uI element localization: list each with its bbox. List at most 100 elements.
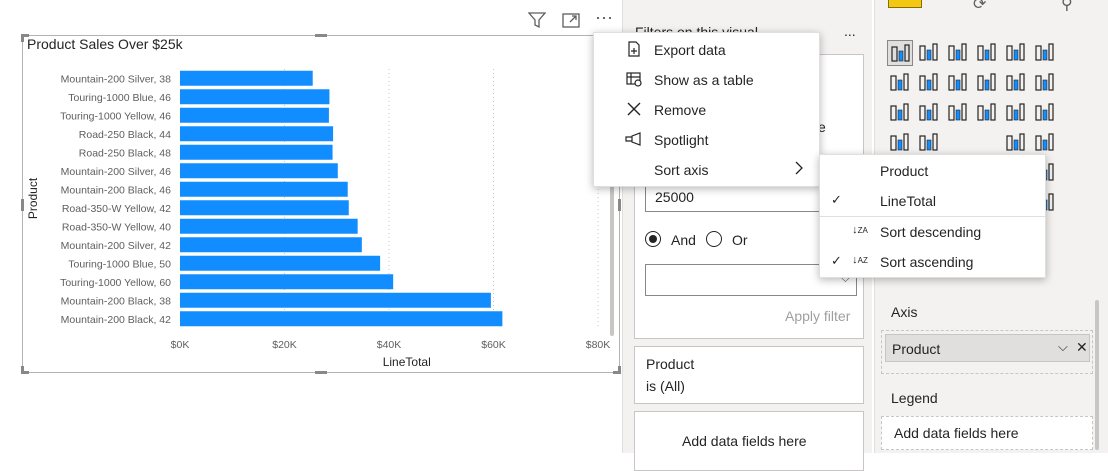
100-column-icon[interactable]	[1032, 40, 1058, 66]
bar[interactable]	[180, 144, 333, 160]
sort-by-product[interactable]: Product	[820, 156, 1045, 186]
checkmark-icon: ✓	[831, 253, 842, 268]
axis-well-label: Axis	[891, 304, 918, 320]
bar[interactable]	[180, 237, 362, 253]
kpi-icon[interactable]	[1032, 130, 1058, 156]
bar[interactable]	[180, 292, 491, 308]
chevron-down-icon: ⌵	[840, 271, 850, 285]
or-radio[interactable]	[706, 231, 722, 247]
filled-map-icon[interactable]	[916, 130, 942, 156]
legend-well-label: Legend	[891, 390, 938, 406]
bar[interactable]	[180, 200, 349, 216]
funnel-icon[interactable]	[916, 100, 942, 126]
100-bar-icon[interactable]	[1003, 40, 1029, 66]
bar[interactable]	[180, 126, 334, 142]
filter-icon[interactable]	[527, 11, 547, 32]
menu-item-sort-axis[interactable]: Sort axis	[594, 155, 819, 185]
product-filter-state: is (All)	[646, 378, 685, 394]
analytics-icon[interactable]: ⚲	[1061, 0, 1073, 13]
bar[interactable]	[180, 255, 381, 271]
menu-item-label: LineTotal	[880, 193, 937, 209]
bar[interactable]	[180, 107, 329, 123]
show-table-icon	[624, 70, 644, 90]
y-tick-label: Mountain-200 Black, 46	[61, 184, 171, 196]
visual-scrollbar[interactable]	[610, 176, 614, 336]
sort-ascending[interactable]: ✓ ↓AZ Sort ascending	[820, 247, 1045, 277]
legend-dropzone[interactable]: Add data fields here	[881, 416, 1093, 450]
clustered-column-icon[interactable]	[974, 40, 1000, 66]
filter-value-text: 25000	[655, 189, 694, 205]
sort-descending[interactable]: ↓ZA Sort descending	[820, 217, 1045, 247]
chevron-down-icon[interactable]: ⌵	[1058, 339, 1068, 354]
focus-mode-icon[interactable]	[562, 11, 580, 32]
y-tick-label: Touring-1000 Blue, 50	[68, 258, 171, 270]
axis-well-box	[881, 330, 1093, 374]
menu-item-export-data[interactable]: Export data	[594, 35, 819, 65]
product-filter-card[interactable]: Product is (All)	[634, 346, 864, 404]
y-axis-title: Product	[26, 177, 40, 219]
y-tick-label: Mountain-200 Black, 42	[61, 314, 171, 326]
legend-placeholder: Add data fields here	[894, 425, 1019, 441]
axis-field-label: Product	[892, 341, 941, 357]
bar[interactable]	[180, 311, 503, 327]
scatter-icon[interactable]	[945, 100, 971, 126]
donut-chart-icon[interactable]	[1003, 100, 1029, 126]
and-label: And	[671, 232, 696, 248]
or-label: Or	[732, 232, 748, 248]
area-chart-icon[interactable]	[916, 70, 942, 96]
y-tick-label: Mountain-200 Black, 38	[61, 295, 171, 307]
line-stacked-icon[interactable]	[1003, 70, 1029, 96]
y-tick-label: Touring-1000 Yellow, 60	[60, 277, 171, 289]
axis-field-pill[interactable]: Product ⌵ ✕	[885, 334, 1090, 362]
menu-item-label: Remove	[654, 102, 707, 118]
menu-item-label: Sort descending	[880, 224, 982, 240]
x-tick-label: $80K	[586, 339, 611, 351]
bar[interactable]	[180, 163, 338, 179]
ribbon-chart-icon[interactable]	[1032, 70, 1058, 96]
gauge-icon[interactable]	[1003, 130, 1029, 156]
remove-field-icon[interactable]: ✕	[1076, 339, 1088, 355]
viz-pane-scrollbar[interactable]	[1095, 300, 1099, 450]
sort-by-linetotal[interactable]: ✓ LineTotal	[820, 186, 1045, 216]
format-paint-icon[interactable]: ⟳	[973, 0, 987, 13]
bar[interactable]	[180, 70, 313, 86]
stacked-area-icon[interactable]	[945, 70, 971, 96]
pie-chart-icon[interactable]	[974, 100, 1000, 126]
chevron-right-icon	[793, 159, 805, 180]
waterfall-icon[interactable]	[887, 100, 913, 126]
stacked-column-icon[interactable]	[916, 40, 942, 66]
line-column-icon[interactable]	[974, 70, 1000, 96]
y-tick-label: Touring-1000 Blue, 46	[68, 92, 171, 104]
y-tick-label: Mountain-200 Silver, 46	[61, 166, 171, 178]
treemap-icon[interactable]	[1032, 100, 1058, 126]
report-view-icon[interactable]	[888, 0, 922, 8]
sort-descending-icon: ↓ZA	[852, 224, 868, 236]
map-icon[interactable]	[887, 130, 913, 156]
line-chart-icon[interactable]	[887, 70, 913, 96]
sort-axis-submenu: Product ✓ LineTotal ↓ZA Sort descending …	[819, 154, 1046, 278]
y-tick-label: Touring-1000 Yellow, 46	[60, 110, 171, 122]
menu-item-remove[interactable]: Remove	[594, 95, 819, 125]
menu-item-spotlight[interactable]: Spotlight	[594, 125, 819, 155]
bar[interactable]	[180, 218, 358, 234]
add-data-fields-dropzone[interactable]: Add data fields here	[634, 411, 864, 471]
bar[interactable]	[180, 274, 394, 290]
menu-item-label: Sort axis	[654, 162, 709, 178]
x-tick-label: $0K	[171, 339, 190, 351]
export-data-icon	[624, 40, 644, 60]
chart-title: Product Sales Over $25k	[27, 36, 183, 52]
clustered-bar-icon[interactable]	[945, 40, 971, 66]
bar[interactable]	[180, 89, 330, 105]
and-radio[interactable]	[645, 231, 661, 247]
x-axis-title: LineTotal	[383, 355, 431, 369]
filter-type-partial-label: e	[818, 119, 826, 135]
more-options-icon[interactable]: ⋯	[595, 8, 613, 28]
visual-context-menu: Export data Show as a table Remove Spotl…	[593, 32, 820, 187]
bar[interactable]	[180, 181, 348, 197]
stacked-bar-icon[interactable]	[887, 40, 913, 66]
filters-more-button[interactable]: ...	[844, 23, 856, 39]
menu-item-show-as-table[interactable]: Show as a table	[594, 65, 819, 95]
spotlight-icon	[624, 130, 644, 150]
apply-filter-button[interactable]: Apply filter	[785, 308, 851, 324]
menu-item-label: Spotlight	[654, 132, 709, 148]
